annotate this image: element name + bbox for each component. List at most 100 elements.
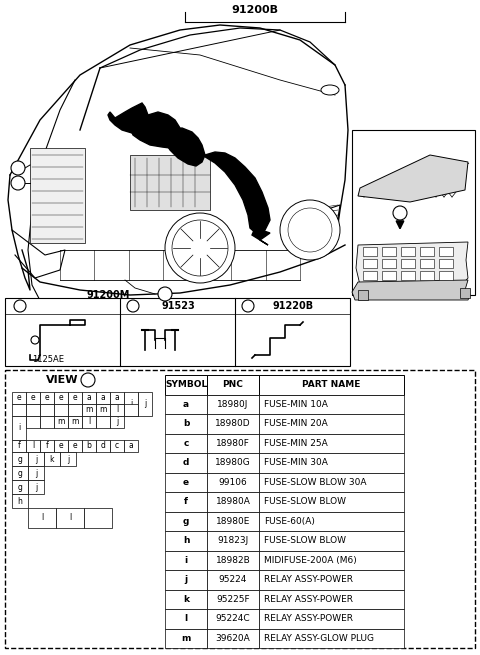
Text: 91200M: 91200M <box>86 290 130 300</box>
Text: 18980G: 18980G <box>215 458 251 467</box>
Circle shape <box>288 208 332 252</box>
Bar <box>259 550 404 570</box>
Text: e: e <box>45 394 49 403</box>
Text: j: j <box>130 400 132 409</box>
Bar <box>401 271 415 280</box>
Text: e: e <box>31 394 36 403</box>
Polygon shape <box>163 128 205 166</box>
Bar <box>439 247 453 256</box>
Text: h: h <box>18 496 23 506</box>
Text: a: a <box>15 164 21 172</box>
Bar <box>82 440 96 452</box>
Text: m: m <box>181 634 191 643</box>
Bar <box>259 434 404 453</box>
Bar <box>165 590 207 609</box>
Bar <box>165 394 207 414</box>
Bar <box>28 508 56 528</box>
Bar <box>207 609 259 629</box>
Text: FUSE-MIN 20A: FUSE-MIN 20A <box>264 419 328 428</box>
Bar <box>60 452 76 466</box>
Bar <box>401 259 415 268</box>
Bar <box>420 271 434 280</box>
Bar <box>259 414 404 434</box>
Bar <box>56 508 84 528</box>
Bar <box>207 375 259 394</box>
Bar <box>12 416 26 440</box>
Bar <box>40 404 54 416</box>
Bar <box>26 416 40 428</box>
Circle shape <box>172 220 228 276</box>
Bar <box>363 259 377 268</box>
Bar <box>207 414 259 434</box>
Bar <box>207 472 259 492</box>
Text: 91523: 91523 <box>161 301 195 311</box>
Text: c: c <box>115 441 119 451</box>
Circle shape <box>280 200 340 260</box>
Bar <box>28 466 44 480</box>
Text: l: l <box>184 614 188 624</box>
Text: RELAY ASSY-GLOW PLUG: RELAY ASSY-GLOW PLUG <box>264 634 374 643</box>
Circle shape <box>165 213 235 283</box>
Text: VIEW: VIEW <box>46 375 78 385</box>
Bar <box>207 550 259 570</box>
Bar <box>54 404 68 416</box>
Bar <box>207 531 259 550</box>
Circle shape <box>127 300 139 312</box>
Polygon shape <box>356 242 468 285</box>
Text: d: d <box>101 441 106 451</box>
Bar <box>82 416 96 428</box>
Bar <box>207 434 259 453</box>
Text: l: l <box>32 441 34 451</box>
Bar <box>82 404 96 416</box>
Bar <box>382 259 396 268</box>
Bar <box>68 404 82 416</box>
Text: c: c <box>163 290 168 299</box>
Text: PART NAME: PART NAME <box>302 381 360 389</box>
Bar <box>130 155 210 210</box>
Polygon shape <box>108 103 148 133</box>
Circle shape <box>158 287 172 301</box>
Bar <box>26 404 40 416</box>
Bar <box>124 440 138 452</box>
Text: h: h <box>183 536 189 545</box>
Text: e: e <box>59 394 63 403</box>
Text: j: j <box>144 400 146 409</box>
Text: e: e <box>59 441 63 451</box>
Text: e: e <box>72 394 77 403</box>
Bar <box>110 416 124 428</box>
Bar <box>82 392 96 404</box>
Text: e: e <box>72 441 77 451</box>
Text: 18980J: 18980J <box>217 400 249 409</box>
Bar <box>165 434 207 453</box>
Text: FUSE-MIN 10A: FUSE-MIN 10A <box>264 400 328 409</box>
Bar <box>259 492 404 512</box>
Bar <box>207 453 259 472</box>
Text: 18980E: 18980E <box>216 517 250 526</box>
Bar <box>54 392 68 404</box>
Bar <box>68 392 82 404</box>
Bar <box>165 453 207 472</box>
Bar <box>363 271 377 280</box>
Text: 95224: 95224 <box>219 575 247 584</box>
Bar <box>165 512 207 531</box>
Bar <box>12 440 26 452</box>
Text: b: b <box>86 441 91 451</box>
Bar <box>363 247 377 256</box>
Text: 39620A: 39620A <box>216 634 251 643</box>
Circle shape <box>81 373 95 387</box>
Bar <box>12 452 28 466</box>
Bar <box>352 130 475 295</box>
Text: RELAY ASSY-POWER: RELAY ASSY-POWER <box>264 595 353 604</box>
Text: f: f <box>46 441 48 451</box>
Text: l: l <box>41 514 43 523</box>
Text: 95224C: 95224C <box>216 614 250 624</box>
Text: l: l <box>88 417 90 426</box>
Text: g: g <box>18 455 23 464</box>
Bar <box>110 392 124 404</box>
Text: e: e <box>183 477 189 487</box>
Bar <box>96 440 110 452</box>
Text: l: l <box>69 514 71 523</box>
Bar <box>138 392 152 416</box>
Text: l: l <box>116 405 118 415</box>
Bar <box>259 590 404 609</box>
